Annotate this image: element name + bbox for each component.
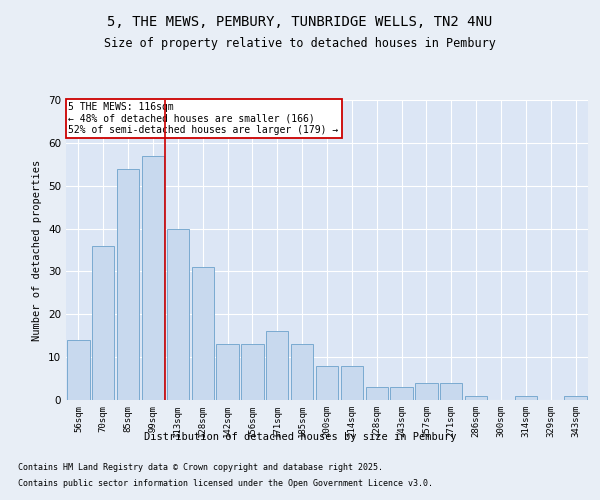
Bar (167, 228, 189, 400)
Text: Size of property relative to detached houses in Pembury: Size of property relative to detached ho… (104, 38, 496, 51)
Bar (391, 387, 413, 400)
Bar (565, 396, 587, 400)
Bar (241, 344, 263, 400)
Bar (515, 396, 537, 400)
Bar (67, 340, 89, 400)
Text: 5, THE MEWS, PEMBURY, TUNBRIDGE WELLS, TN2 4NU: 5, THE MEWS, PEMBURY, TUNBRIDGE WELLS, T… (107, 15, 493, 29)
Bar (92, 246, 115, 400)
Text: 5 THE MEWS: 116sqm
← 48% of detached houses are smaller (166)
52% of semi-detach: 5 THE MEWS: 116sqm ← 48% of detached hou… (68, 102, 339, 136)
Text: Contains public sector information licensed under the Open Government Licence v3: Contains public sector information licen… (18, 478, 433, 488)
Bar (191, 267, 214, 400)
Bar (142, 156, 164, 400)
Bar (217, 344, 239, 400)
Text: Contains HM Land Registry data © Crown copyright and database right 2025.: Contains HM Land Registry data © Crown c… (18, 464, 383, 472)
Bar (465, 396, 487, 400)
Bar (415, 383, 437, 400)
Bar (316, 366, 338, 400)
Bar (291, 344, 313, 400)
Bar (341, 366, 363, 400)
Bar (440, 383, 463, 400)
Bar (365, 387, 388, 400)
Text: Distribution of detached houses by size in Pembury: Distribution of detached houses by size … (144, 432, 456, 442)
Bar (117, 168, 139, 400)
Bar (266, 332, 289, 400)
Y-axis label: Number of detached properties: Number of detached properties (32, 160, 43, 340)
